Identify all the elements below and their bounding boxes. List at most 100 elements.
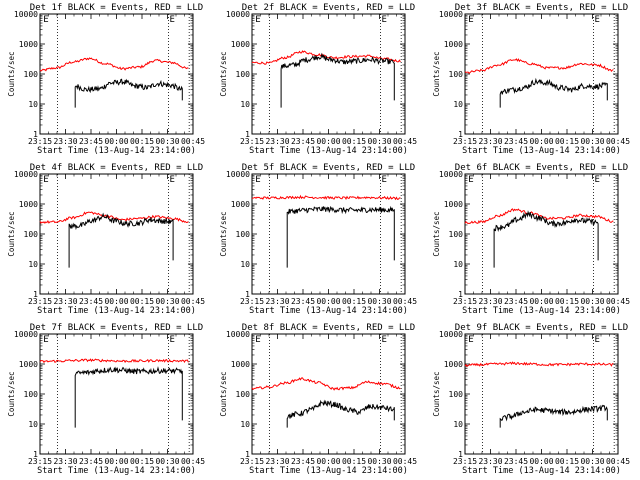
x-tick-label: 00:30 <box>580 297 604 306</box>
x-tick-label: 00:30 <box>155 137 179 146</box>
x-axis-label: Start Time (13-Aug-14 23:14:00) <box>462 306 621 316</box>
panel-title: Det 2f BLACK = Events, RED = LLD <box>242 3 415 13</box>
y-tick-label: 10000 <box>439 10 463 19</box>
x-axis-label: Start Time (13-Aug-14 23:14:00) <box>37 466 196 476</box>
x-axis-label: Start Time (13-Aug-14 23:14:00) <box>37 146 196 156</box>
x-tick-label: 23:45 <box>291 137 315 146</box>
plot-frame <box>251 13 406 135</box>
x-tick-label: 00:15 <box>342 137 366 146</box>
time-marker-label: E <box>255 175 260 185</box>
y-tick-label: 10 <box>453 260 463 269</box>
panel-title: Det 9f BLACK = Events, RED = LLD <box>455 323 628 333</box>
y-tick-label: 1 <box>458 450 463 459</box>
x-tick-label: 23:30 <box>265 297 289 306</box>
time-marker-label: E <box>170 175 175 185</box>
detector-panel-3: Det 3f BLACK = Events, RED = LLD 1 10 100 10… <box>432 3 630 156</box>
x-tick-label: 23:30 <box>53 137 77 146</box>
y-tick-label: 100 <box>236 230 251 239</box>
x-tick-label: 00:45 <box>606 457 630 466</box>
y-tick-label: 1 <box>33 450 38 459</box>
time-marker-label: E <box>595 175 600 185</box>
y-tick-label: 10000 <box>226 170 250 179</box>
y-tick-label: 100 <box>236 70 251 79</box>
detector-panel-7: Det 7f BLACK = Events, RED = LLD 1 10 100 10… <box>7 323 205 476</box>
y-tick-label: 1000 <box>231 200 250 209</box>
panel-title: Det 6f BLACK = Events, RED = LLD <box>455 163 628 173</box>
panel-title: Det 7f BLACK = Events, RED = LLD <box>30 323 203 333</box>
lld-series-line <box>464 361 614 368</box>
time-marker-label: E <box>170 335 175 345</box>
y-axis-label: Counts/sec <box>219 51 228 96</box>
y-tick-label: 100 <box>449 70 464 79</box>
x-tick-label: 00:30 <box>367 137 391 146</box>
x-tick-label: 23:15 <box>28 137 52 146</box>
detector-panel-8: Det 8f BLACK = Events, RED = LLD 1 10 100 10… <box>219 323 417 476</box>
x-tick-label: 23:45 <box>504 137 528 146</box>
x-tick-label: 00:30 <box>155 297 179 306</box>
x-tick-label: 00:30 <box>155 457 179 466</box>
x-tick-label: 00:00 <box>529 297 553 306</box>
x-tick-label: 00:30 <box>580 457 604 466</box>
events-series-line <box>499 404 608 428</box>
panel-title: Det 4f BLACK = Events, RED = LLD <box>30 163 203 173</box>
x-tick-label: 00:30 <box>580 137 604 146</box>
x-tick-label: 00:00 <box>316 457 340 466</box>
x-tick-label: 23:45 <box>291 297 315 306</box>
x-axis-label: Start Time (13-Aug-14 23:14:00) <box>462 466 621 476</box>
x-tick-label: 23:30 <box>53 297 77 306</box>
x-tick-label: 00:15 <box>555 297 579 306</box>
lld-series-line <box>251 194 401 201</box>
x-axis-label: Start Time (13-Aug-14 23:14:00) <box>249 306 408 316</box>
x-tick-label: 00:45 <box>181 297 205 306</box>
x-tick-label: 00:00 <box>529 137 553 146</box>
events-series-line <box>493 210 599 268</box>
lld-series-line <box>464 58 614 74</box>
x-tick-label: 00:00 <box>529 457 553 466</box>
x-tick-label: 00:45 <box>181 137 205 146</box>
detector-panel-4: Det 4f BLACK = Events, RED = LLD 1 10 100 10… <box>7 163 205 316</box>
x-axis-label: Start Time (13-Aug-14 23:14:00) <box>249 146 408 156</box>
y-tick-label: 1 <box>245 290 250 299</box>
events-series-line <box>286 205 395 268</box>
y-tick-label: 10 <box>453 420 463 429</box>
time-marker-label: E <box>468 175 473 185</box>
y-tick-label: 1000 <box>231 40 250 49</box>
plot-frame <box>464 173 619 295</box>
x-tick-label: 00:45 <box>606 137 630 146</box>
y-tick-label: 100 <box>236 390 251 399</box>
time-marker-label: E <box>170 15 175 25</box>
x-tick-label: 23:45 <box>79 457 103 466</box>
x-tick-label: 00:15 <box>130 137 154 146</box>
y-tick-label: 100 <box>449 230 464 239</box>
time-marker-label: E <box>43 335 48 345</box>
y-tick-label: 1 <box>33 290 38 299</box>
y-axis-label: Counts/sec <box>219 211 228 256</box>
x-tick-label: 23:30 <box>53 457 77 466</box>
y-axis-label: Counts/sec <box>432 51 441 96</box>
x-tick-label: 23:15 <box>240 457 264 466</box>
x-tick-label: 23:45 <box>504 457 528 466</box>
y-tick-label: 1000 <box>444 360 463 369</box>
events-series-line <box>68 212 174 268</box>
events-series-line <box>499 77 608 108</box>
y-tick-label: 1 <box>458 130 463 139</box>
y-axis-label: Counts/sec <box>7 211 16 256</box>
lld-series-line <box>39 57 189 72</box>
x-tick-label: 00:00 <box>316 137 340 146</box>
y-tick-label: 10 <box>28 260 38 269</box>
x-tick-label: 00:30 <box>367 457 391 466</box>
x-tick-label: 00:45 <box>393 137 417 146</box>
x-tick-label: 23:15 <box>453 457 477 466</box>
time-marker-label: E <box>468 335 473 345</box>
time-marker-label: E <box>255 15 260 25</box>
y-tick-label: 10 <box>28 420 38 429</box>
x-tick-label: 00:30 <box>367 297 391 306</box>
y-tick-label: 10000 <box>439 330 463 339</box>
x-tick-label: 00:15 <box>342 297 366 306</box>
y-tick-label: 1000 <box>19 40 38 49</box>
y-tick-label: 10 <box>240 100 250 109</box>
x-tick-label: 00:15 <box>130 457 154 466</box>
y-tick-label: 1 <box>245 450 250 459</box>
x-tick-label: 23:15 <box>28 457 52 466</box>
x-tick-label: 23:15 <box>453 137 477 146</box>
